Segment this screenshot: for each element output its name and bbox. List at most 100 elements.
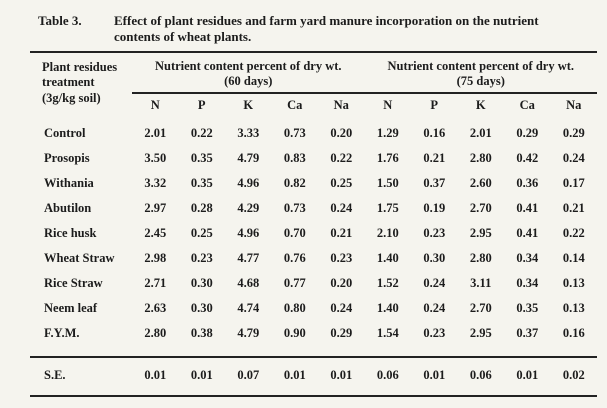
group-60-title: Nutrient content percent of dry wt. bbox=[154, 59, 342, 74]
cell-75-P: 0.24 bbox=[423, 300, 446, 315]
table-number: Table 3. bbox=[38, 13, 82, 28]
cell-60-K: 4.74 bbox=[237, 300, 260, 315]
cell-75-N: 1.52 bbox=[376, 275, 399, 290]
cell-60-N: 2.80 bbox=[144, 325, 167, 340]
col-75-Na: Na bbox=[566, 97, 582, 112]
cell-75-K: 2.70 bbox=[469, 200, 492, 215]
cell-60-Ca: 0.80 bbox=[283, 300, 306, 315]
row-label: Control bbox=[44, 125, 86, 140]
se-row-label: S.E. bbox=[30, 355, 132, 397]
cell-75-P: 0.30 bbox=[423, 250, 446, 265]
cell-60-K: 4.79 bbox=[237, 325, 260, 340]
cell-60-Ca: 0.83 bbox=[283, 150, 306, 165]
cell-75-Ca: 0.35 bbox=[516, 300, 539, 315]
col-60-Na: Na bbox=[333, 97, 349, 112]
standard-error-section: S.E. 0.01 0.01 0.07 0.01 0.01 0.06 0.01 … bbox=[30, 355, 597, 397]
cell-75-Na: 0.13 bbox=[562, 275, 585, 290]
row-header-line2: treatment bbox=[42, 75, 95, 90]
cell-75-K: 2.60 bbox=[469, 175, 492, 190]
cell-75-Na: 0.24 bbox=[562, 150, 585, 165]
table-caption: Table 3. Effect of plant residues and fa… bbox=[38, 13, 607, 44]
cell-75-P: 0.21 bbox=[423, 150, 446, 165]
cell-75-K: 2.95 bbox=[469, 225, 492, 240]
group-header-row: Plant residues treatment (3g/kg soil) Nu… bbox=[30, 52, 597, 105]
cell-60-K: 4.96 bbox=[237, 225, 260, 240]
cell-75-Ca: 0.29 bbox=[516, 125, 539, 140]
table-row: F.Y.M. 2.80 0.38 4.79 0.90 0.29 1.54 0.2… bbox=[30, 316, 597, 357]
table-row: Wheat Straw 2.98 0.23 4.77 0.76 0.23 1.4… bbox=[30, 241, 597, 266]
cell-75-N: 1.40 bbox=[376, 250, 399, 265]
cell-60-Na: 0.21 bbox=[330, 225, 353, 240]
cell-60-N: 2.63 bbox=[144, 300, 167, 315]
row-header-line1: Plant residues bbox=[42, 60, 118, 75]
cell-60-N: 2.98 bbox=[144, 250, 167, 265]
cell-60-P: 0.30 bbox=[190, 275, 213, 290]
se-75-Ca: 0.01 bbox=[504, 355, 551, 397]
cell-60-P: 0.38 bbox=[190, 325, 213, 340]
table-row: Rice Straw 2.71 0.30 4.68 0.77 0.20 1.52… bbox=[30, 266, 597, 291]
table-row: Rice husk 2.45 0.25 4.96 0.70 0.21 2.10 … bbox=[30, 216, 597, 241]
table-row: Abutilon 2.97 0.28 4.29 0.73 0.24 1.75 0… bbox=[30, 191, 597, 216]
cell-75-Na: 0.17 bbox=[562, 175, 585, 190]
col-75-K: K bbox=[475, 97, 486, 112]
cell-75-P: 0.16 bbox=[423, 125, 446, 140]
col-75-N: N bbox=[383, 97, 393, 112]
cell-75-Ca: 0.34 bbox=[516, 250, 539, 265]
cell-60-Na: 0.20 bbox=[330, 275, 353, 290]
cell-75-P: 0.24 bbox=[423, 275, 446, 290]
cell-75-K: 2.95 bbox=[469, 325, 492, 340]
col-60-P: P bbox=[197, 97, 206, 112]
scanned-page: Table 3. Effect of plant residues and fa… bbox=[30, 13, 607, 397]
row-header-cell: Plant residues treatment (3g/kg soil) bbox=[30, 52, 132, 116]
cell-75-N: 1.29 bbox=[376, 125, 399, 140]
cell-60-Na: 0.23 bbox=[330, 250, 353, 265]
cell-75-K: 2.70 bbox=[469, 300, 492, 315]
cell-75-K: 2.01 bbox=[469, 125, 492, 140]
nutrient-content-table: Plant residues treatment (3g/kg soil) Nu… bbox=[30, 51, 597, 397]
cell-60-P: 0.35 bbox=[190, 175, 213, 190]
cell-60-P: 0.28 bbox=[190, 200, 213, 215]
se-75-N: 0.06 bbox=[364, 355, 411, 397]
row-label: F.Y.M. bbox=[44, 325, 80, 340]
se-75-Na: 0.02 bbox=[550, 355, 597, 397]
cell-60-N: 3.32 bbox=[144, 175, 167, 190]
cell-75-N: 1.76 bbox=[376, 150, 399, 165]
cell-75-Na: 0.22 bbox=[562, 225, 585, 240]
cell-60-K: 4.29 bbox=[237, 200, 260, 215]
se-75-P: 0.01 bbox=[411, 355, 458, 397]
cell-60-Na: 0.22 bbox=[330, 150, 353, 165]
cell-75-N: 1.50 bbox=[376, 175, 399, 190]
column-header-row: N P K Ca Na N P K Ca Na bbox=[30, 93, 597, 116]
cell-60-K: 4.96 bbox=[237, 175, 260, 190]
col-75-Ca: Ca bbox=[519, 97, 535, 112]
row-label: Prosopis bbox=[44, 150, 90, 165]
cell-75-Na: 0.14 bbox=[562, 250, 585, 265]
cell-75-K: 2.80 bbox=[469, 250, 492, 265]
row-label: Neem leaf bbox=[44, 300, 98, 315]
cell-75-Ca: 0.42 bbox=[516, 150, 539, 165]
cell-75-N: 1.40 bbox=[376, 300, 399, 315]
cell-75-Ca: 0.34 bbox=[516, 275, 539, 290]
se-60-K: 0.07 bbox=[225, 355, 272, 397]
cell-75-Ca: 0.41 bbox=[516, 225, 539, 240]
table-body: Control 2.01 0.22 3.33 0.73 0.20 1.29 0.… bbox=[30, 116, 597, 357]
se-60-N: 0.01 bbox=[132, 355, 179, 397]
group-header-60-days: Nutrient content percent of dry wt. (60 … bbox=[132, 52, 365, 94]
cell-75-P: 0.23 bbox=[423, 225, 446, 240]
cell-60-N: 2.71 bbox=[144, 275, 167, 290]
group-75-title: Nutrient content percent of dry wt. bbox=[387, 59, 575, 74]
cell-60-Ca: 0.70 bbox=[283, 225, 306, 240]
cell-60-P: 0.22 bbox=[190, 125, 213, 140]
row-label: Rice Straw bbox=[44, 275, 103, 290]
cell-75-N: 1.54 bbox=[376, 325, 399, 340]
cell-60-N: 2.01 bbox=[144, 125, 167, 140]
cell-75-P: 0.23 bbox=[423, 325, 446, 340]
cell-75-Ca: 0.37 bbox=[516, 325, 539, 340]
cell-60-P: 0.35 bbox=[190, 150, 213, 165]
group-60-subtitle: (60 days) bbox=[224, 73, 273, 88]
cell-60-Na: 0.20 bbox=[330, 125, 353, 140]
se-60-P: 0.01 bbox=[178, 355, 225, 397]
cell-60-P: 0.25 bbox=[190, 225, 213, 240]
table-row: Control 2.01 0.22 3.33 0.73 0.20 1.29 0.… bbox=[30, 116, 597, 141]
cell-75-P: 0.19 bbox=[423, 200, 446, 215]
